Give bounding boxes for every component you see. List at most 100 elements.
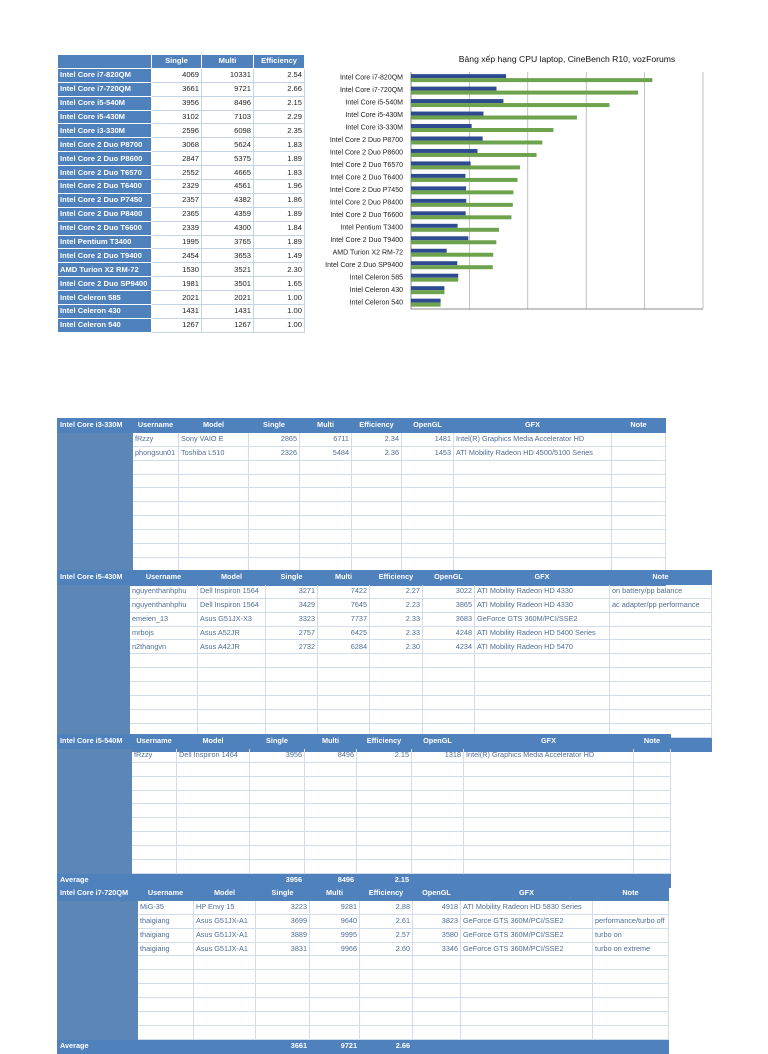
chart-bar-multi bbox=[411, 190, 514, 195]
summary-efficiency: 1.00 bbox=[253, 290, 305, 306]
chart-category-label: Intel Core 2 Duo T6400 bbox=[330, 175, 403, 182]
detail-gfx: ATI Mobility Radeon HD 4330 bbox=[474, 597, 610, 613]
summary-row: Intel Celeron 430 1431 1431 1.00 bbox=[57, 304, 305, 319]
detail-data-row: fRzzy Dell Inspiron 1464 3956 8496 2.15 1318 I… bbox=[57, 747, 671, 874]
summary-multi: 4665 bbox=[201, 165, 254, 181]
detail-gfx bbox=[463, 859, 634, 874]
detail-ogl bbox=[411, 859, 464, 874]
detail-model bbox=[197, 667, 266, 683]
detail-note bbox=[633, 747, 671, 763]
detail-ogl: 1481 bbox=[401, 431, 454, 447]
detail-model bbox=[197, 708, 266, 724]
detail-ogl bbox=[422, 667, 475, 683]
summary-cpu-name: Intel Core i7-820QM bbox=[57, 67, 152, 83]
detail-gfx bbox=[463, 761, 634, 777]
detail-multi: 9281 bbox=[309, 899, 360, 915]
detail-model: Dell Inspiron 1564 bbox=[197, 597, 266, 613]
detail-empty-row bbox=[58, 789, 671, 805]
summary-cpu-name: Intel Pentium T3400 bbox=[57, 234, 152, 250]
detail-gfx: GeForce GTS 360M/PCI/SSE2 bbox=[460, 913, 593, 929]
detail-eff bbox=[351, 543, 402, 558]
detail-eff: 2.57 bbox=[359, 927, 413, 943]
detail-empty-row bbox=[58, 515, 666, 531]
detail-multi: 7737 bbox=[317, 611, 370, 627]
chart-bar-multi bbox=[411, 165, 520, 170]
detail-gfx bbox=[474, 681, 610, 697]
detail-user bbox=[137, 955, 194, 971]
detail-eff bbox=[356, 817, 412, 833]
detail-user bbox=[131, 761, 177, 777]
detail-empty-row bbox=[58, 845, 671, 861]
detail-user bbox=[137, 997, 194, 1013]
detail-note bbox=[633, 817, 671, 833]
cpu-detail-table: Intel Core i3-330M Username Model Single Mul… bbox=[57, 418, 666, 586]
summary-row: Intel Celeron 540 1267 1267 1.00 bbox=[57, 317, 305, 333]
detail-multi: 5484 bbox=[299, 445, 352, 461]
detail-single: 3223 bbox=[255, 899, 310, 915]
summary-row: AMD Turion X2 RM-72 1530 3521 2.30 bbox=[57, 262, 305, 278]
summary-table: Single Multi Efficiency Intel Core i7-82… bbox=[57, 54, 305, 333]
average-eff: 2.15 bbox=[356, 872, 412, 888]
chart-bar-multi bbox=[411, 152, 537, 157]
detail-note: turbo on bbox=[592, 927, 669, 943]
detail-model: Toshiba L510 bbox=[178, 445, 249, 461]
detail-user: thaigiang bbox=[137, 927, 194, 943]
detail-eff bbox=[351, 487, 402, 503]
summary-efficiency: 2.35 bbox=[253, 123, 305, 139]
detail-gfx: ATI Mobility Radeon HD 5400 Series bbox=[474, 625, 610, 641]
detail-user bbox=[129, 708, 198, 724]
detail-ogl bbox=[422, 653, 475, 669]
detail-single bbox=[265, 708, 318, 724]
summary-single: 3102 bbox=[151, 109, 202, 125]
detail-empty-row bbox=[58, 1024, 669, 1040]
detail-column-header: Efficiency bbox=[351, 418, 402, 433]
average-blank bbox=[412, 1038, 461, 1054]
detail-gfx bbox=[463, 831, 634, 847]
detail-ogl bbox=[422, 708, 475, 724]
average-multi: 8496 bbox=[304, 872, 357, 888]
chart-bar-single bbox=[411, 286, 445, 291]
summary-cpu-name: Intel Core i5-540M bbox=[57, 95, 152, 111]
average-blank bbox=[460, 1038, 593, 1054]
detail-multi bbox=[299, 473, 352, 489]
detail-gfx bbox=[463, 775, 634, 791]
detail-model bbox=[193, 1011, 256, 1026]
detail-single bbox=[249, 803, 305, 819]
summary-cpu-name: Intel Core 2 Duo P8400 bbox=[57, 206, 152, 222]
detail-gfx bbox=[463, 817, 634, 833]
summary-cpu-name: AMD Turion X2 RM-72 bbox=[57, 262, 152, 278]
detail-user bbox=[137, 969, 194, 985]
detail-note: turbo on extreme bbox=[592, 941, 669, 957]
detail-note bbox=[633, 789, 671, 805]
detail-gfx: ATI Mobility Radeon HD 4500/5100 Series bbox=[453, 445, 612, 461]
detail-column-header: Single bbox=[248, 418, 300, 433]
detail-note bbox=[633, 831, 671, 847]
chart-category-label: Intel Core i5-540M bbox=[345, 100, 403, 107]
detail-multi bbox=[317, 667, 370, 683]
detail-empty-row bbox=[58, 997, 669, 1013]
detail-single bbox=[265, 695, 318, 710]
detail-note bbox=[592, 899, 669, 915]
chart-bar-multi bbox=[411, 252, 494, 257]
detail-eff: 2.33 bbox=[369, 625, 423, 641]
detail-user: MiG-35 bbox=[137, 899, 194, 915]
detail-ogl: 3865 bbox=[422, 597, 475, 613]
detail-column-header: Note bbox=[609, 570, 712, 585]
summary-body: Intel Core i7-820QM 4069 10331 2.54 Intel Co… bbox=[57, 67, 305, 333]
detail-cpu-title: Intel Core i7-720QM bbox=[57, 886, 138, 901]
chart-category-label: Intel Core 2 Duo P7450 bbox=[330, 187, 403, 194]
summary-cpu-name: Intel Core 2 Duo P8700 bbox=[57, 137, 152, 153]
summary-cpu-name: Intel Core i5-430M bbox=[57, 109, 152, 125]
detail-gfx bbox=[453, 515, 612, 531]
detail-note bbox=[609, 653, 712, 669]
summary-single: 1267 bbox=[151, 317, 202, 333]
detail-multi bbox=[304, 817, 357, 833]
detail-single: 3429 bbox=[265, 597, 318, 613]
detail-model bbox=[193, 969, 256, 985]
detail-eff bbox=[351, 473, 402, 489]
detail-eff bbox=[351, 515, 402, 531]
average-blank bbox=[137, 1038, 194, 1054]
detail-user bbox=[131, 859, 177, 874]
summary-efficiency: 2.15 bbox=[253, 95, 305, 111]
detail-data-row: fRzzy Sony VAIO E 2865 6711 2.34 1481 Intel(R)… bbox=[57, 431, 666, 572]
